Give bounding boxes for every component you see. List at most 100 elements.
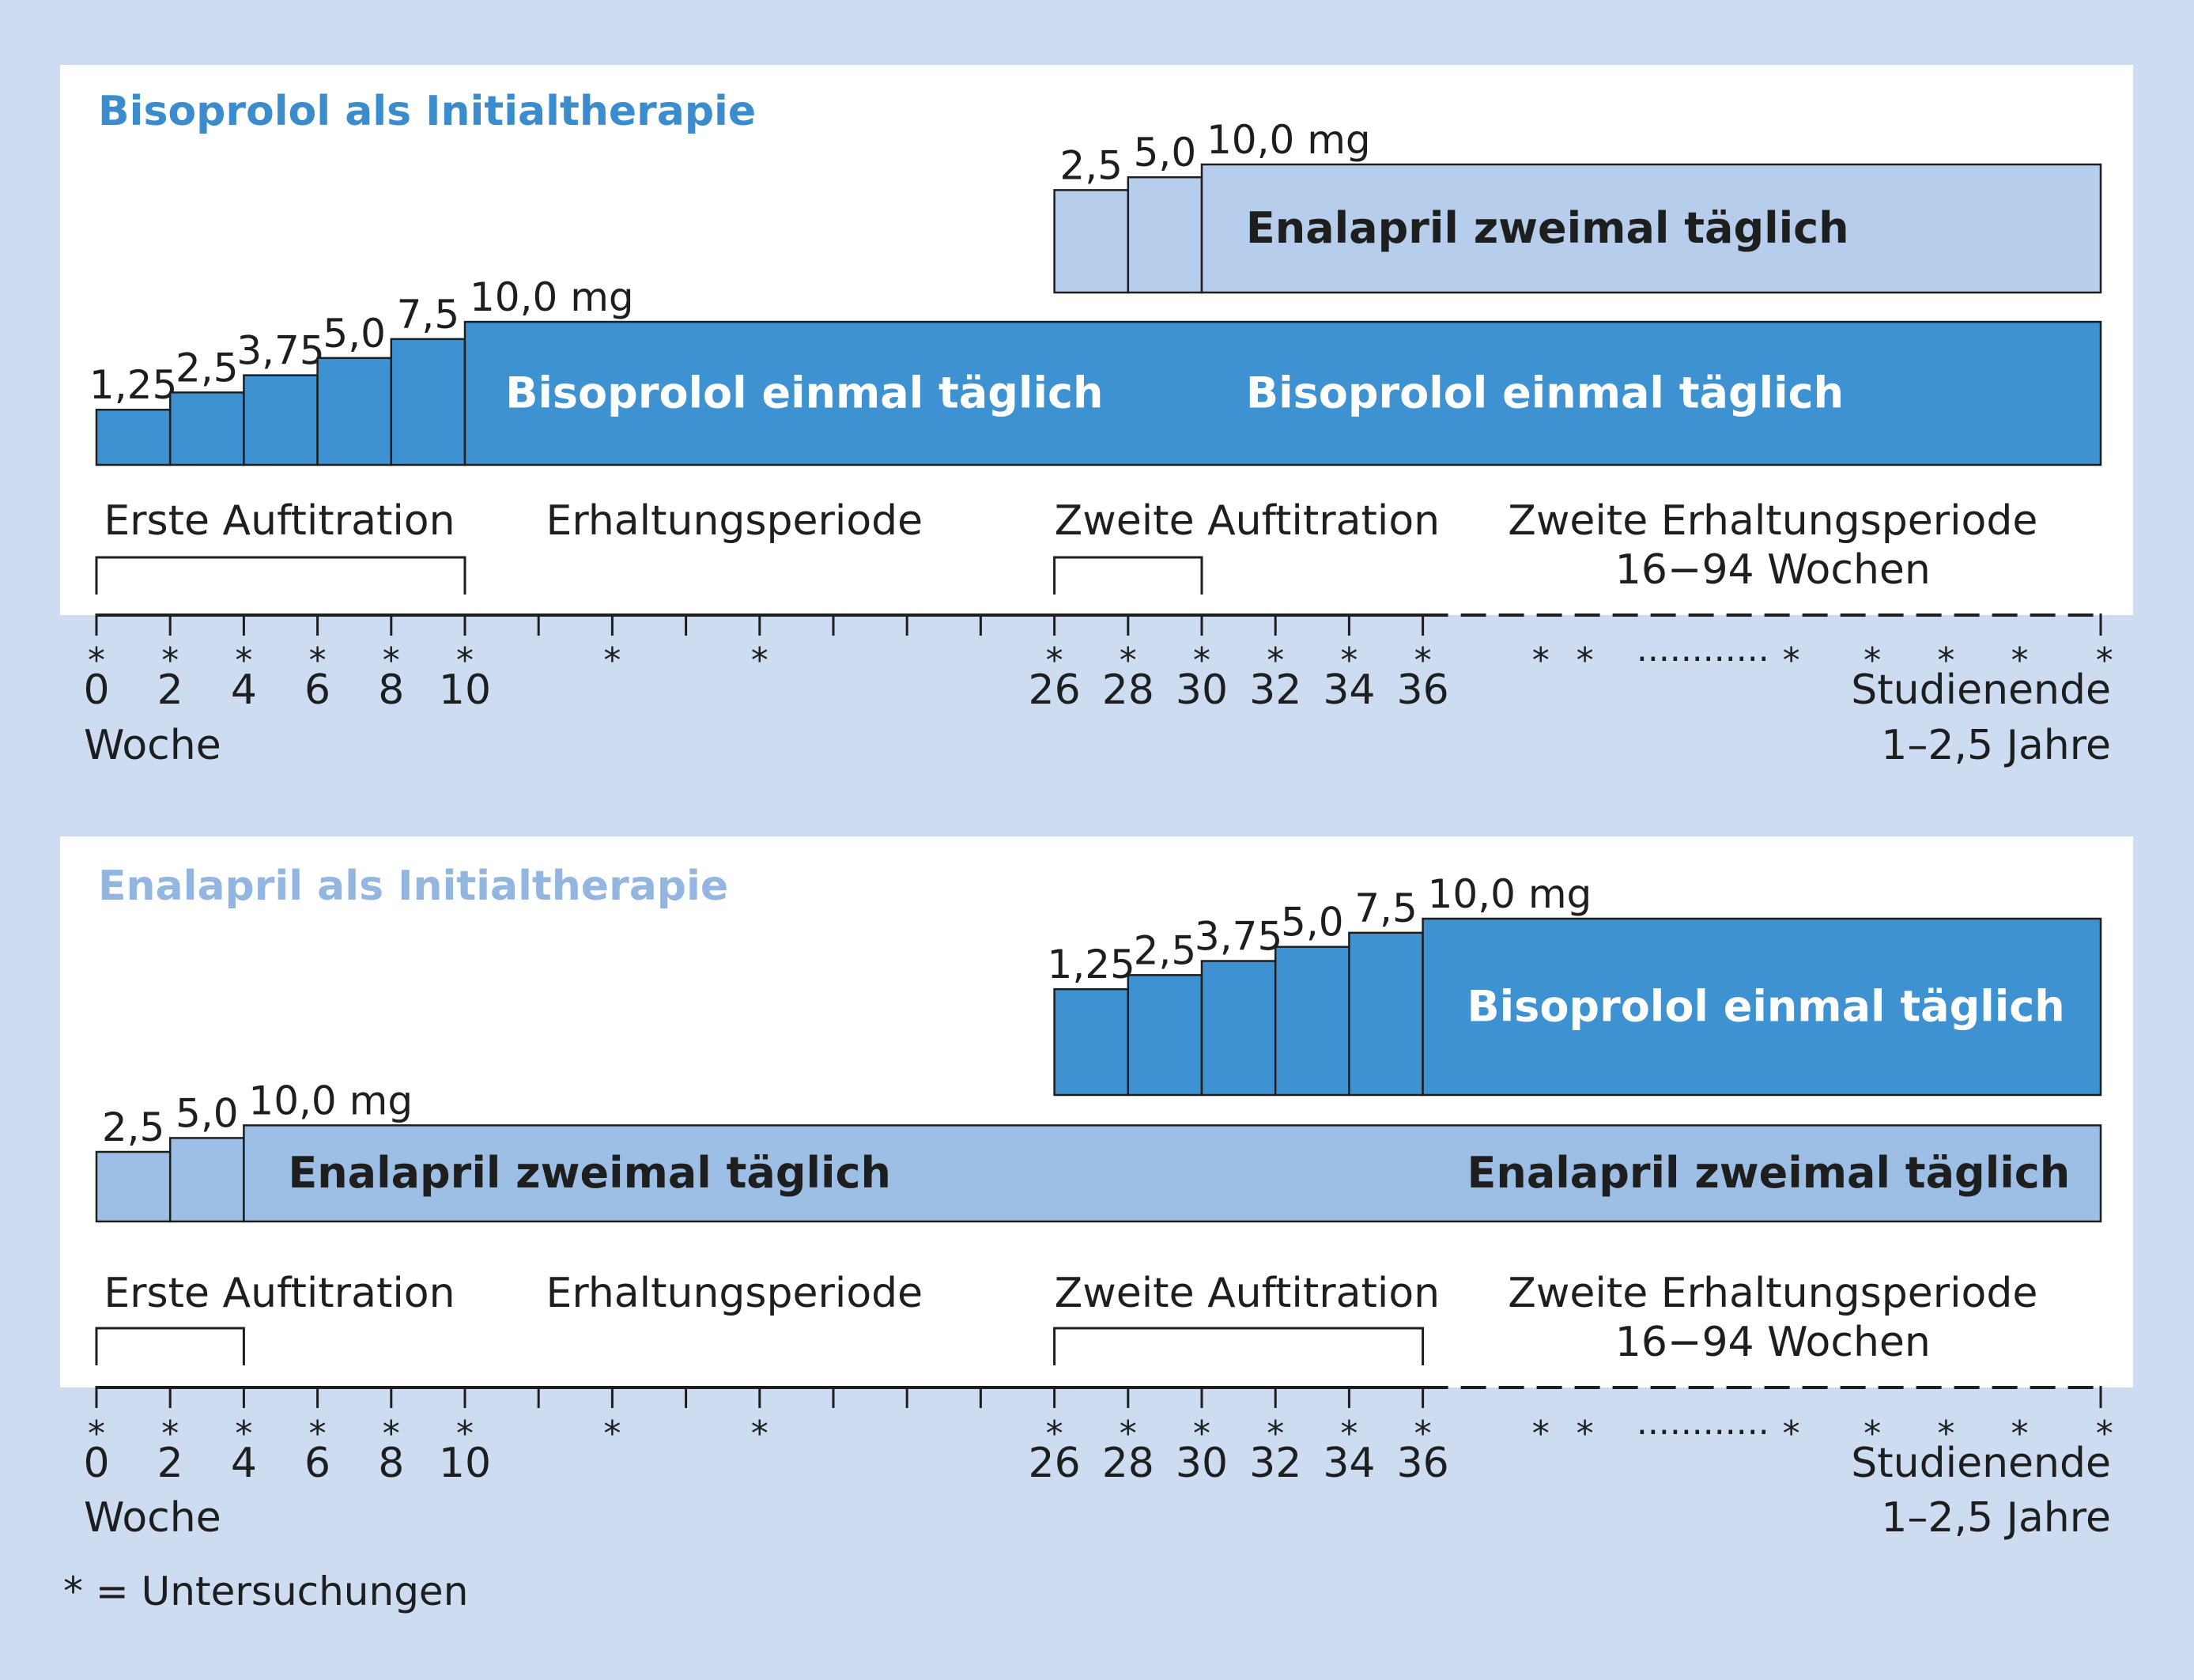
week-number: 34	[1323, 1440, 1375, 1487]
visit-marker: *	[1120, 640, 1137, 681]
visit-marker: *	[1267, 640, 1284, 681]
drug-band-label: Bisoprolol einmal täglich	[505, 368, 1103, 418]
dose-step-label: 10,0 mg	[470, 274, 634, 320]
dose-step-bar	[1127, 974, 1203, 1097]
dose-step-label: 3,75	[236, 328, 324, 374]
phase-bracket	[95, 1327, 245, 1365]
visit-marker: *	[1577, 640, 1594, 681]
dose-step-label: 5,0	[176, 1090, 239, 1136]
footnote: * = Untersuchungen	[63, 1569, 468, 1614]
week-number: 4	[231, 1440, 257, 1487]
visit-marker: *	[1414, 1414, 1432, 1454]
week-number: 30	[1176, 1440, 1228, 1487]
visit-marker: *	[88, 640, 105, 681]
visit-marker: *	[309, 1414, 327, 1454]
dose-step-bar	[95, 1150, 172, 1223]
week-number: 30	[1176, 666, 1228, 714]
visit-marker: *	[1864, 1414, 1881, 1454]
visit-marker: *	[1577, 1414, 1594, 1454]
week-number: 0	[83, 666, 109, 714]
dose-step-bar	[1053, 987, 1130, 1097]
axis-unit: Woche	[84, 1494, 221, 1542]
visit-marker: *	[1864, 640, 1881, 681]
visit-marker: *	[2096, 640, 2113, 681]
dose-step-label: 2,5	[1134, 927, 1197, 973]
dose-step-label: 7,5	[397, 292, 460, 338]
panel-title: Enalapril als Initialtherapie	[98, 863, 728, 910]
dose-step-label: 5,0	[1281, 900, 1344, 946]
dose-step-label: 1,25	[89, 362, 177, 408]
visit-marker: *	[751, 640, 768, 681]
week-number: 28	[1102, 1440, 1154, 1487]
week-number: 34	[1323, 666, 1375, 714]
visit-marker: *	[1937, 1414, 1954, 1454]
visit-marker: *	[161, 640, 179, 681]
dose-step-label: 5,0	[323, 311, 386, 357]
week-number: 2	[157, 666, 183, 714]
panel-bisoprolol-initial: Bisoprolol als Initialtherapie1,252,53,7…	[60, 65, 2133, 769]
panels: Bisoprolol als Initialtherapie1,252,53,7…	[60, 65, 2133, 1542]
visit-marker: *	[1340, 1414, 1358, 1454]
phase-label: Zweite Erhaltungsperiode	[1508, 497, 2037, 545]
visit-marker: *	[1046, 1414, 1063, 1454]
dose-step-label: 1,25	[1048, 942, 1135, 987]
lower-band: 2,5 5,0 10,0 mg Enalapril zweimal täglich En…	[95, 1078, 2102, 1223]
week-number: 2	[157, 1440, 183, 1487]
dose-step-bar	[168, 1137, 245, 1223]
visit-marker: *	[1783, 1414, 1800, 1454]
dose-step-bar	[168, 391, 245, 466]
phase-label: 16−94 Wochen	[1615, 546, 1931, 594]
drug-band-label: Bisoprolol einmal täglich	[1246, 368, 1844, 418]
dotted-gap: ............	[1637, 1403, 1769, 1443]
axis-unit: Woche	[84, 722, 221, 769]
visit-marker: *	[456, 640, 474, 681]
dose-step-bar	[1200, 960, 1277, 1097]
dose-step-bar	[95, 408, 172, 466]
visit-marker: *	[1937, 640, 1954, 681]
dose-step-bar	[1200, 163, 2102, 294]
visit-marker: *	[88, 1414, 105, 1454]
phase-bracket	[95, 556, 466, 595]
visit-marker: *	[309, 640, 327, 681]
visit-marker: *	[603, 1414, 621, 1454]
week-number: 0	[83, 1440, 109, 1487]
dose-step-label: 2,5	[176, 345, 239, 391]
visit-marker: *	[1414, 640, 1432, 681]
visit-marker: *	[456, 1414, 474, 1454]
dose-step-label: 2,5	[1059, 142, 1123, 188]
lower-band: 1,252,53,755,0 7,5 10,0 mg Bisoprolol einma…	[89, 274, 2102, 466]
upper-band: 1,252,53,755,0 7,5 10,0 mg Bisoprolol einma…	[1048, 871, 2102, 1097]
dose-step-bar	[1422, 917, 2102, 1097]
phase-label: 16−94 Wochen	[1615, 1319, 1931, 1366]
week-number: 6	[304, 666, 330, 714]
dose-step-bar	[463, 320, 2102, 466]
week-number: 36	[1397, 666, 1449, 714]
phase-label: Zweite Auftitration	[1055, 497, 1441, 545]
dose-step-bar	[316, 357, 393, 466]
dose-step-bar	[1053, 189, 1130, 294]
week-number: 10	[439, 1440, 491, 1487]
dose-step-label: 3,75	[1195, 914, 1282, 960]
visit-marker: *	[383, 640, 400, 681]
panel-title: Bisoprolol als Initialtherapie	[98, 88, 756, 135]
study-end-label: Studienende	[1851, 1440, 2111, 1487]
week-number: 8	[378, 666, 404, 714]
visit-marker: *	[2011, 640, 2029, 681]
upper-band: 2,5 5,0 10,0 mg Enalapril zweimal täglich	[1053, 117, 2102, 294]
dose-step-label: 10,0 mg	[1207, 117, 1371, 163]
visit-marker: *	[751, 1414, 768, 1454]
phase-label: Zweite Erhaltungsperiode	[1508, 1270, 2037, 1317]
dose-step-bar	[390, 338, 466, 466]
week-number: 26	[1029, 1440, 1081, 1487]
visit-marker: *	[235, 640, 252, 681]
week-number: 28	[1102, 666, 1154, 714]
visit-marker: *	[1267, 1414, 1284, 1454]
week-number: 10	[439, 666, 491, 714]
visit-marker: *	[2011, 1414, 2029, 1454]
dose-step-label: 10,0 mg	[248, 1078, 413, 1123]
week-number: 4	[231, 666, 257, 714]
drug-band-label: Bisoprolol einmal täglich	[1467, 982, 2065, 1032]
visit-marker: *	[1532, 1414, 1550, 1454]
study-end-label: Studienende	[1851, 666, 2111, 714]
